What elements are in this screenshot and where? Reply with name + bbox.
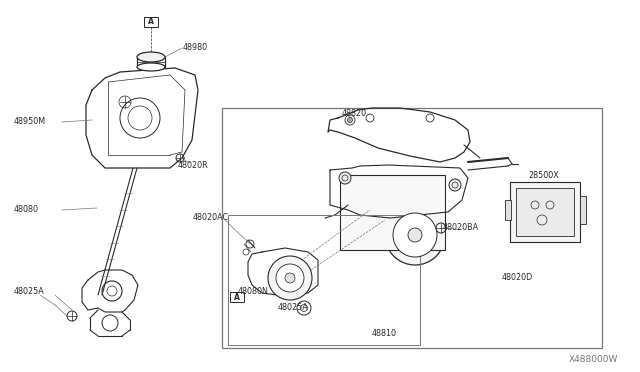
Bar [222,108,602,348]
Bar [230,292,244,302]
Ellipse shape [408,228,422,242]
Ellipse shape [137,63,165,71]
Bar [505,200,511,220]
Text: 48020AC: 48020AC [193,214,229,222]
Circle shape [339,172,351,184]
Bar [228,215,420,345]
Bar [516,188,574,236]
Circle shape [348,118,353,122]
Text: 28500X: 28500X [528,170,559,180]
Text: 48025A: 48025A [278,304,308,312]
Text: 48080: 48080 [14,205,39,215]
Text: A: A [234,292,240,301]
Text: 48810: 48810 [371,330,397,339]
Bar [340,175,445,250]
Ellipse shape [137,52,165,62]
Circle shape [285,273,295,283]
Ellipse shape [393,213,437,257]
Circle shape [268,256,312,300]
Text: 48020BA: 48020BA [443,224,479,232]
Circle shape [449,179,461,191]
Text: A: A [148,17,154,26]
Text: 48025A: 48025A [14,288,45,296]
Text: 48820: 48820 [342,109,367,118]
Text: 48020D: 48020D [502,273,533,282]
Circle shape [276,264,304,292]
Bar [144,17,158,27]
Text: 48950M: 48950M [14,118,46,126]
Bar [580,196,586,224]
Text: 48020R: 48020R [178,161,209,170]
Text: 48980: 48980 [183,44,208,52]
Bar [510,182,580,242]
Text: X488000W: X488000W [568,356,618,365]
Ellipse shape [385,205,445,265]
Text: 48080N: 48080N [238,288,269,296]
